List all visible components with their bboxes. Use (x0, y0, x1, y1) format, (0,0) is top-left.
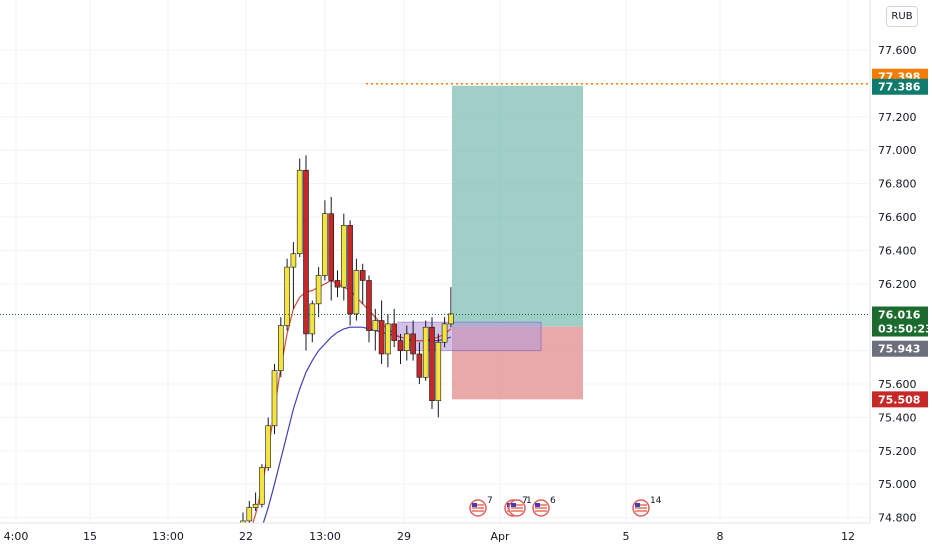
candle-body (391, 323, 398, 341)
badge-value: 76.016 (878, 309, 921, 322)
event-count: 1 (526, 496, 532, 506)
candle-body (328, 213, 335, 281)
candle-body (303, 169, 309, 335)
badge-bg (872, 391, 928, 408)
x-tick-label: Apr (490, 530, 510, 543)
candle-body (416, 353, 423, 378)
badge-value: 75.943 (878, 343, 920, 356)
candle-body (397, 340, 404, 351)
badge-bg (872, 340, 928, 357)
x-tick-label: 8 (717, 530, 724, 543)
badge-bg (872, 306, 928, 337)
flag-canton (511, 503, 516, 507)
ma-fast-line (242, 279, 452, 550)
x-tick-label: 12 (841, 530, 855, 543)
event-count: 6 (550, 496, 556, 506)
candle-body (378, 320, 385, 355)
candle-body (403, 333, 410, 351)
event-marker[interactable]: 7 (469, 496, 493, 517)
candle-body (315, 275, 322, 305)
event-count: 14 (650, 496, 662, 506)
candle-body (265, 425, 272, 468)
candle-body (246, 507, 253, 522)
candle-body (448, 313, 454, 325)
event-marker[interactable]: 1 (508, 496, 532, 517)
event-marker[interactable]: 14 (632, 496, 662, 517)
event-count: 7 (522, 496, 528, 506)
candle-body (429, 326, 435, 402)
y-tick-label: 75.000 (878, 478, 917, 491)
candle-body (284, 266, 290, 326)
y-axis[interactable]: 77.60077.40077.20077.00076.80076.60076.4… (878, 44, 917, 525)
candle-body (422, 326, 429, 378)
flag-canton (472, 503, 477, 507)
x-tick-label: 13:00 (309, 530, 341, 543)
candle-body (259, 467, 265, 505)
entry-price-badge: 75.943 (872, 340, 928, 357)
economic-events[interactable]: 7 71 6 14 (469, 496, 662, 517)
candle-body (322, 213, 328, 276)
currency-button[interactable]: RUB (886, 6, 918, 27)
currency-label: RUB (891, 11, 913, 22)
candle-body (435, 341, 442, 402)
candle-body (309, 303, 316, 335)
y-tick-label: 77.000 (878, 144, 917, 157)
candle-body (385, 323, 391, 355)
badge-bg (872, 78, 928, 95)
y-tick-label: 76.400 (878, 244, 917, 257)
x-tick-label: 22 (239, 530, 253, 543)
stop-price-badge: 75.508 (872, 391, 928, 408)
y-tick-label: 74.800 (878, 512, 917, 525)
target-price-badge: 77.386 (872, 78, 928, 95)
y-tick-label: 75.400 (878, 411, 917, 424)
x-tick-label: 15 (83, 530, 97, 543)
entry-zone (397, 321, 542, 352)
y-tick-label: 76.200 (878, 278, 917, 291)
candle-body (277, 325, 284, 371)
x-tick-label: 5 (623, 530, 630, 543)
candle-body (410, 333, 416, 355)
flag-canton (535, 503, 540, 507)
badge-value: 75.508 (878, 393, 920, 406)
candle-body (372, 320, 379, 331)
y-tick-label: 76.600 (878, 211, 917, 224)
flag-canton (635, 503, 640, 507)
y-tick-label: 77.200 (878, 111, 917, 124)
candle-body (366, 280, 372, 331)
candle-body (441, 323, 448, 343)
candle-body (340, 225, 347, 288)
y-tick-label: 75.600 (878, 378, 917, 391)
x-axis[interactable]: 4:00 15 13:00 22 13:00 29 Apr 5 8 12 (4, 530, 855, 543)
badge-countdown: 03:50:23 (878, 323, 932, 336)
x-tick-label: 13:00 (152, 530, 184, 543)
target-zone (452, 85, 583, 327)
price-lines (0, 82, 870, 316)
candle-body (271, 370, 278, 427)
event-count: 7 (487, 496, 493, 506)
candle-body (252, 503, 259, 508)
candle-body (290, 253, 297, 268)
candle-body (334, 280, 341, 288)
candle-body (347, 225, 353, 315)
moving-averages (242, 279, 452, 550)
y-tick-label: 77.600 (878, 44, 917, 57)
x-tick-label: 29 (397, 530, 411, 543)
position-zones (397, 85, 583, 400)
candle-body (353, 270, 360, 315)
event-marker[interactable]: 6 (532, 496, 556, 517)
candle-body (359, 270, 366, 281)
candle-body (296, 169, 303, 255)
x-tick-label: 4:00 (4, 530, 29, 543)
candles (240, 155, 454, 531)
y-tick-label: 76.800 (878, 178, 917, 191)
badge-value: 77.386 (878, 81, 921, 94)
y-tick-label: 75.200 (878, 445, 917, 458)
grid (0, 0, 870, 523)
